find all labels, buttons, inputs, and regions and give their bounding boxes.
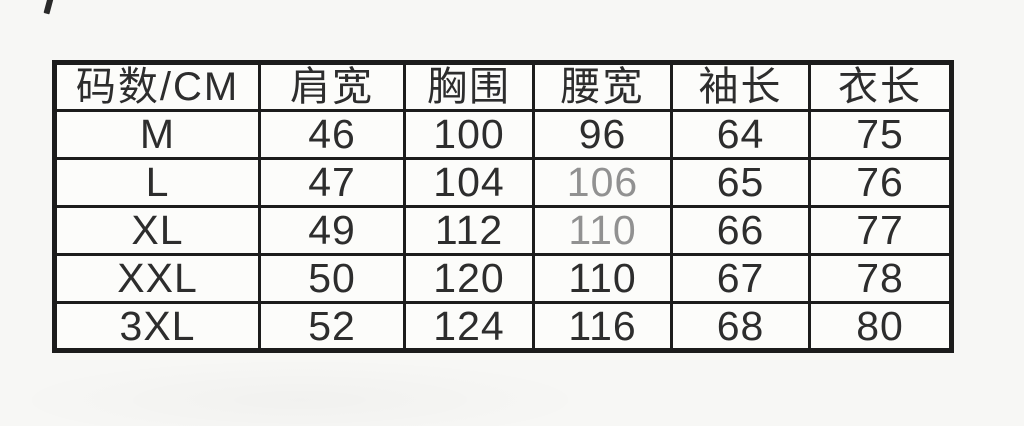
table-row: XL 49 112 110 66 77 (53, 205, 953, 256)
cropped-edge-mark (43, 0, 55, 15)
table-row: XXL 50 120 110 67 78 (53, 253, 953, 304)
value-cell: 75 (808, 109, 953, 160)
value-cell: 77 (808, 205, 953, 256)
value-cell: 52 (258, 301, 406, 352)
value-cell: 96 (532, 109, 673, 160)
value-cell: 112 (403, 205, 535, 256)
value-cell: 68 (670, 301, 811, 352)
size-cell: XXL (53, 253, 261, 304)
value-cell: 124 (403, 301, 535, 352)
column-header-waist: 腰宽 (532, 61, 673, 112)
value-cell: 110 (532, 253, 673, 304)
table-row: M 46 100 96 64 75 (53, 109, 953, 160)
value-cell: 49 (258, 205, 406, 256)
size-cell: XL (53, 205, 261, 256)
column-header-size: 码数/CM (53, 61, 261, 112)
table-row: 3XL 52 124 116 68 80 (53, 301, 953, 352)
column-header-length: 衣长 (808, 61, 953, 112)
value-cell: 80 (808, 301, 953, 352)
value-cell: 100 (403, 109, 535, 160)
size-cell: 3XL (53, 301, 261, 352)
value-cell: 110 (532, 205, 673, 256)
value-cell: 106 (532, 157, 673, 208)
size-chart-table: 码数/CM 肩宽 胸围 腰宽 袖长 衣长 M 46 100 96 64 75 L… (52, 60, 954, 353)
value-cell: 120 (403, 253, 535, 304)
column-header-shoulder: 肩宽 (258, 61, 406, 112)
size-cell: L (53, 157, 261, 208)
value-cell: 67 (670, 253, 811, 304)
value-cell: 78 (808, 253, 953, 304)
value-cell: 66 (670, 205, 811, 256)
header-row: 码数/CM 肩宽 胸围 腰宽 袖长 衣长 (53, 61, 953, 112)
value-cell: 76 (808, 157, 953, 208)
value-cell: 64 (670, 109, 811, 160)
column-header-sleeve: 袖长 (670, 61, 811, 112)
value-cell: 104 (403, 157, 535, 208)
value-cell: 65 (670, 157, 811, 208)
size-cell: M (53, 109, 261, 160)
value-cell: 46 (258, 109, 406, 160)
value-cell: 47 (258, 157, 406, 208)
value-cell: 116 (532, 301, 673, 352)
column-header-chest: 胸围 (403, 61, 535, 112)
table-row: L 47 104 106 65 76 (53, 157, 953, 208)
value-cell: 50 (258, 253, 406, 304)
